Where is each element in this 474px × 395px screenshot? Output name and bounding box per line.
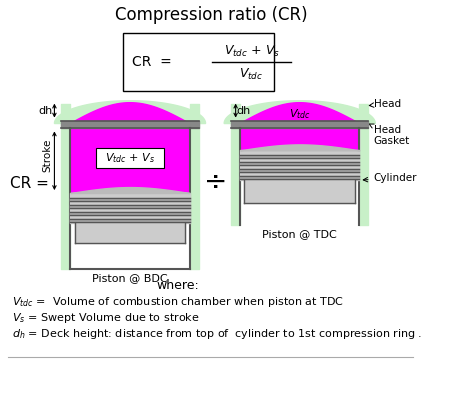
Polygon shape xyxy=(70,103,190,193)
Text: Piston @ TDC: Piston @ TDC xyxy=(262,229,337,239)
Text: where:: where: xyxy=(156,279,199,292)
Text: $V_{tdc}$ =  Volume of combustion chamber when piston at TDC: $V_{tdc}$ = Volume of combustion chamber… xyxy=(12,295,344,309)
Text: $V_{tdc}$ + $V_s$: $V_{tdc}$ + $V_s$ xyxy=(224,43,280,58)
Text: dh: dh xyxy=(38,105,53,116)
Text: Cylinder: Cylinder xyxy=(363,173,417,183)
Text: $d_h$ = Deck height: distance from top of  cylinder to 1st compression ring .: $d_h$ = Deck height: distance from top o… xyxy=(12,327,422,341)
Text: $V_{tdc}$: $V_{tdc}$ xyxy=(239,67,264,83)
Text: CR  =: CR = xyxy=(132,55,172,69)
Text: Compression ratio (CR): Compression ratio (CR) xyxy=(115,6,307,24)
Text: ÷: ÷ xyxy=(204,169,227,197)
Text: Piston @ BDC: Piston @ BDC xyxy=(92,273,168,284)
Bar xyxy=(123,33,273,91)
Text: CR =: CR = xyxy=(10,176,49,191)
Polygon shape xyxy=(55,101,206,124)
Text: Head
Gasket: Head Gasket xyxy=(368,124,410,146)
Text: dh: dh xyxy=(237,105,251,116)
Polygon shape xyxy=(240,103,359,150)
FancyBboxPatch shape xyxy=(96,149,164,168)
Text: $V_s$ = Swept Volume due to stroke: $V_s$ = Swept Volume due to stroke xyxy=(12,311,200,325)
Polygon shape xyxy=(224,101,375,124)
Text: $V_{tdc}$ + $V_s$: $V_{tdc}$ + $V_s$ xyxy=(105,151,155,165)
Text: Stroke: Stroke xyxy=(43,139,53,173)
Text: $V_{tdc}$: $V_{tdc}$ xyxy=(289,108,310,122)
Text: Head: Head xyxy=(369,99,401,109)
